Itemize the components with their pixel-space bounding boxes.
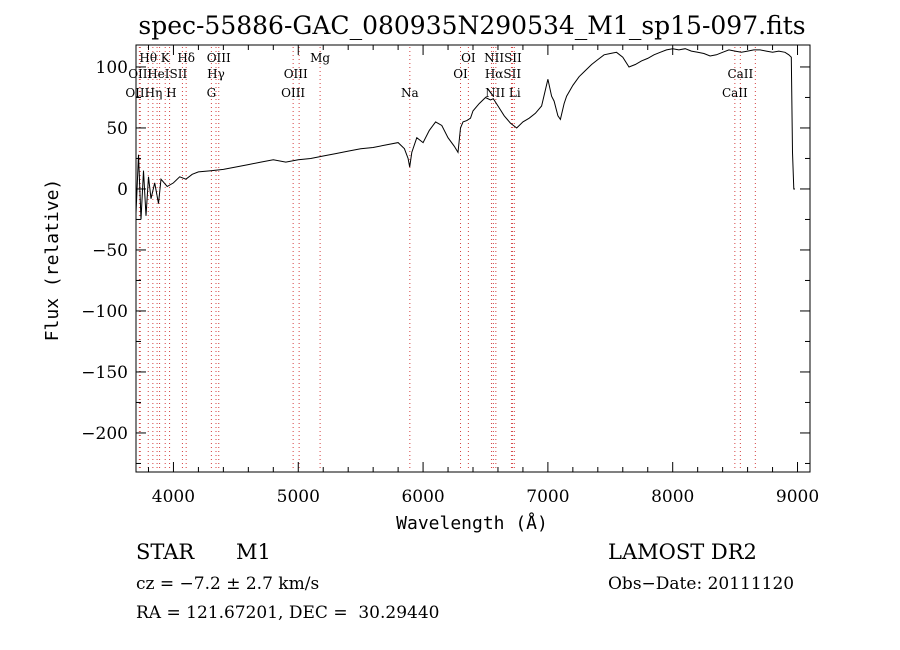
x-axis: 4000 5000 6000 7000 8000 9000 xyxy=(147,45,819,507)
line-marker-label: G xyxy=(207,86,217,100)
line-marker-label: NIISII xyxy=(484,51,522,65)
line-marker-label: CaII xyxy=(727,67,753,81)
line-marker-label: Hθ xyxy=(139,51,157,65)
y-tick-label: 50 xyxy=(106,119,128,139)
y-tick-label: −200 xyxy=(81,424,128,444)
line-markers xyxy=(138,47,756,471)
y-axis: −200 −150 −100 −50 0 50 100 xyxy=(81,58,810,464)
chart-title: spec-55886-GAC_080935N290534_M1_sp15-097… xyxy=(138,11,805,40)
line-marker-label: OIII xyxy=(281,86,305,100)
line-marker-label: NII Li xyxy=(485,86,521,100)
x-axis-label: Wavelength (Å) xyxy=(396,512,548,534)
y-tick-label: 0 xyxy=(117,180,128,200)
y-tick-label: −100 xyxy=(81,302,128,322)
line-marker-label: OIII xyxy=(207,51,231,65)
observation-date: Obs−Date: 20111120 xyxy=(608,574,795,594)
x-tick-label: 4000 xyxy=(152,487,195,507)
x-tick-label: 8000 xyxy=(651,487,694,507)
spectrum-line xyxy=(135,48,795,220)
object-class: STAR xyxy=(136,540,195,564)
x-tick-label: 7000 xyxy=(526,487,569,507)
line-marker-label: Hγ xyxy=(207,67,225,81)
y-tick-label: 100 xyxy=(96,58,128,78)
survey-name: LAMOST DR2 xyxy=(608,540,757,564)
line-marker-label: HeISII xyxy=(147,67,187,81)
coordinates-readout: RA = 121.67201, DEC = 30.29440 xyxy=(136,603,440,623)
line-marker-label: OIIHη H xyxy=(125,86,176,100)
object-subclass: M1 xyxy=(236,540,271,564)
line-marker-label: OI xyxy=(453,67,468,81)
plot-frame xyxy=(135,44,811,473)
x-tick-label: 9000 xyxy=(776,487,819,507)
x-tick-label: 5000 xyxy=(277,487,320,507)
y-tick-label: −150 xyxy=(81,363,128,383)
redshift-readout: cz = −7.2 ± 2.7 km/s xyxy=(136,574,320,594)
y-tick-label: −50 xyxy=(92,241,128,261)
line-marker-label: CaII xyxy=(722,86,748,100)
line-marker-label: Mg xyxy=(310,51,330,65)
x-tick-label: 6000 xyxy=(401,487,444,507)
line-marker-label: Na xyxy=(401,86,419,100)
y-axis-label: Flux (relative) xyxy=(42,179,63,342)
line-marker-label: K xyxy=(161,51,171,65)
line-marker-label: HαSII xyxy=(485,67,522,81)
line-marker-label: OIII xyxy=(128,67,152,81)
line-marker-label: Hδ xyxy=(177,51,195,65)
line-marker-label: OI xyxy=(461,51,476,65)
line-marker-label: OIII xyxy=(284,67,308,81)
